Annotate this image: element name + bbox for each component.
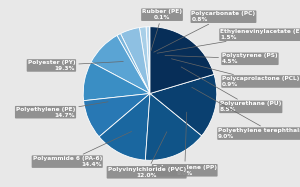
Text: Rubber (PE)
0.1%: Rubber (PE) 0.1% (142, 9, 182, 51)
Text: Polyethylene terephthalate (PET)
9.0%: Polyethylene terephthalate (PET) 9.0% (192, 87, 300, 139)
Text: Polycarbonate (PC)
0.8%: Polycarbonate (PC) 0.8% (154, 11, 256, 52)
Wedge shape (84, 94, 150, 137)
Text: Polyester (PY)
19.3%: Polyester (PY) 19.3% (28, 60, 123, 71)
Wedge shape (146, 27, 150, 94)
Text: Polyammide 6 (PA-6)
14.4%: Polyammide 6 (PA-6) 14.4% (32, 131, 132, 167)
Text: Polyurethane (PU)
8.5%: Polyurethane (PU) 8.5% (181, 67, 281, 112)
Text: Ethylenevinylacetate (EVA)
1.5%: Ethylenevinylacetate (EVA) 1.5% (157, 29, 300, 53)
Text: Polystyrene (PS)
4.5%: Polystyrene (PS) 4.5% (165, 53, 278, 64)
Text: Polyvinylchloride (PVC)
12.0%: Polyvinylchloride (PVC) 12.0% (107, 132, 186, 178)
Wedge shape (146, 94, 202, 160)
Wedge shape (150, 27, 214, 94)
Wedge shape (91, 36, 150, 94)
Wedge shape (140, 27, 150, 94)
Text: Polycaprolactone (PCL)
0.9%: Polycaprolactone (PCL) 0.9% (172, 59, 299, 87)
Wedge shape (99, 94, 150, 160)
Text: Polyethylene (PE)
14.7%: Polyethylene (PE) 14.7% (16, 102, 108, 118)
Wedge shape (121, 27, 150, 94)
Wedge shape (83, 62, 150, 101)
Wedge shape (117, 34, 150, 94)
Text: Polypropylene (PP)
9.0%: Polypropylene (PP) 9.0% (153, 112, 217, 176)
Wedge shape (150, 74, 217, 136)
